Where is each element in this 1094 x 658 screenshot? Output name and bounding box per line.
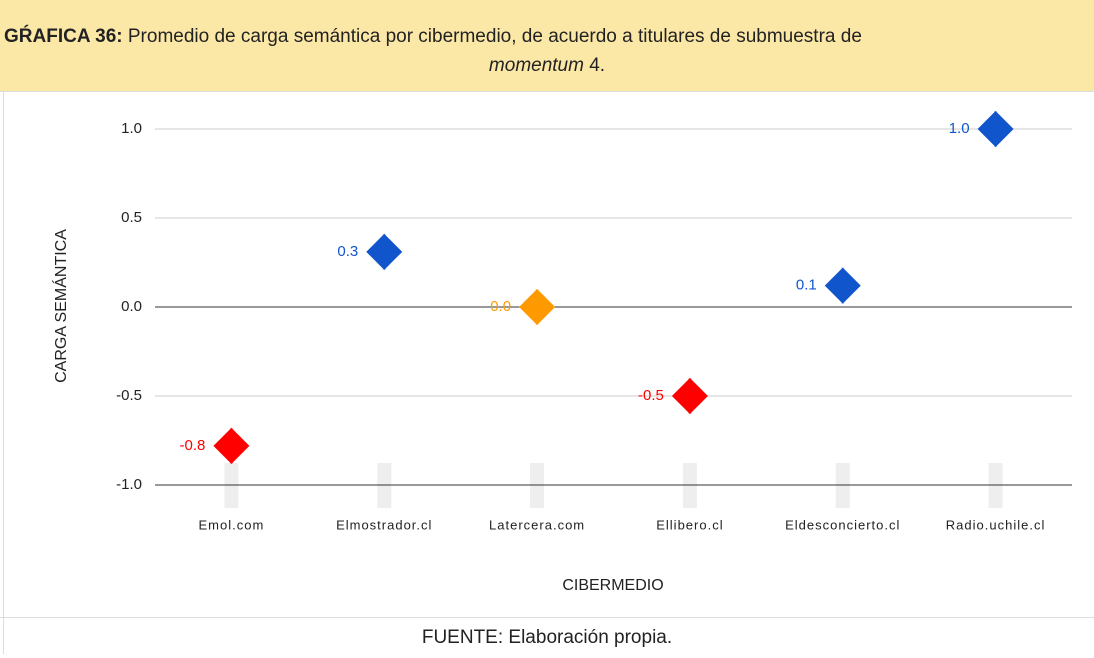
title-line: GŔAFICA 36: Promedio de carga semántica …: [4, 26, 862, 48]
x-tick-label: Latercera.com: [489, 517, 585, 532]
value-label: 0.0: [490, 298, 511, 315]
border: [3, 92, 4, 654]
header: GŔAFICA 36: Promedio de carga semántica …: [0, 0, 1094, 92]
diamond-marker: [977, 111, 1014, 147]
value-label: 0.3: [337, 243, 358, 260]
x-tick-label: Eldesconcierto.cl: [785, 517, 900, 532]
y-tick-label: 1.0: [121, 120, 142, 137]
x-tick-label: Elmostrador.cl: [336, 517, 432, 532]
diamond-marker: [366, 233, 403, 270]
x-axis-title: CIBERMEDIO: [562, 577, 663, 594]
chart: CARGA SEMÁNTICA CIBERMEDIO 1.0 0.5 0.0 -0.5…: [51, 111, 1072, 594]
y-tick-label: -1.0: [116, 476, 142, 493]
title-label: GŔAFICA 36:: [4, 26, 123, 47]
y-tick-label: 0.0: [121, 298, 142, 315]
value-label: -0.5: [638, 387, 664, 404]
x-tick-label: Ellibero.cl: [656, 517, 723, 532]
y-tick-label: -0.5: [116, 387, 142, 404]
diamond-marker: [824, 267, 861, 304]
value-label: -0.8: [180, 437, 206, 454]
diamond-marker: [519, 289, 556, 325]
diamond-marker: [671, 378, 708, 414]
title-suffix: 4.: [583, 55, 606, 76]
x-tick-label: Emol.com: [199, 517, 265, 532]
title-italic: momentum: [488, 55, 584, 76]
x-tick-label: Radio.uchile.cl: [946, 517, 1046, 532]
y-axis-title: CARGA SEMÁNTICA: [51, 229, 70, 383]
title-line: momentum 4.: [0, 55, 1094, 77]
footer: FUENTE: Elaboración propia.: [0, 617, 1094, 655]
y-tick-label: 0.5: [121, 209, 142, 226]
value-label: 0.1: [796, 277, 817, 294]
title-text: Promedio de carga semántica por cibermed…: [127, 26, 862, 47]
value-label: 1.0: [949, 120, 970, 137]
diamond-marker: [213, 427, 250, 464]
